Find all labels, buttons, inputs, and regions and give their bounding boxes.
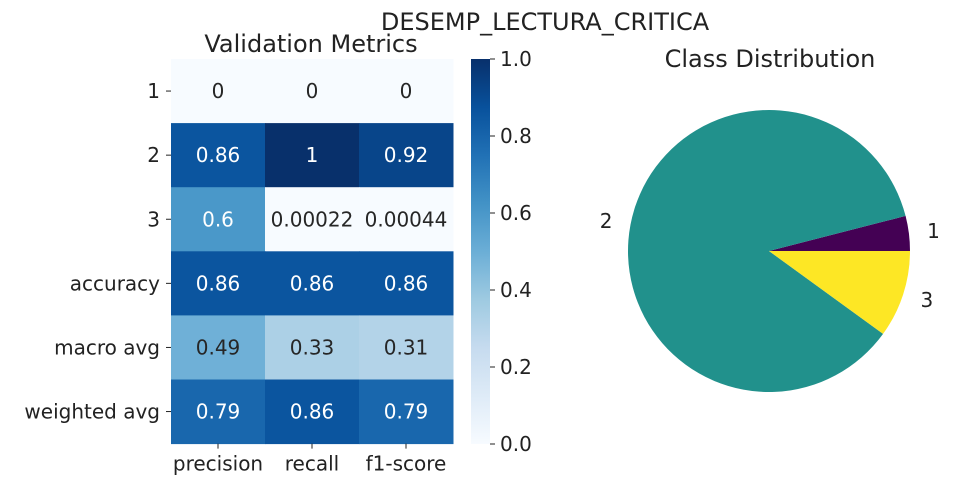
heatmap-cell-label: 0.92: [384, 143, 429, 167]
heatmap-cell-label: 0.86: [384, 271, 429, 295]
heatmap-cell-label: 0: [400, 79, 413, 103]
heatmap-cell-label: 0.6: [202, 207, 234, 231]
y-tick-label: accuracy: [70, 271, 160, 295]
y-tick-label: 1: [147, 79, 160, 103]
heatmap-cell: [265, 123, 360, 188]
heatmap-cell-label: 1: [306, 143, 319, 167]
pie-slice: [769, 215, 910, 251]
heatmap-cell-label: 0.86: [290, 271, 335, 295]
heatmap-cell-label: 0.49: [196, 335, 241, 359]
colorbar-tick-label: 0.4: [500, 278, 532, 302]
pie-title: Class Distribution: [665, 45, 876, 73]
heatmap-cell: [171, 315, 266, 380]
heatmap-cell-label: 0.86: [290, 400, 335, 424]
heatmap-cell: [359, 379, 454, 445]
pie-slice-label: 3: [921, 288, 934, 312]
colorbar-tick-label: 0.8: [500, 124, 532, 148]
colorbar: 0.0 0.2 0.4 0.6 0.8 1.0: [471, 47, 532, 456]
colorbar-gradient: [471, 59, 490, 444]
heatmap-cell-label: 0.31: [384, 335, 429, 359]
pie-chart: Class Distribution 1 2 3: [600, 45, 940, 392]
pie-slice: [628, 109, 906, 392]
y-tick-label: weighted avg: [24, 400, 160, 424]
heatmap-cell: [359, 251, 454, 316]
heatmap-cell: [265, 59, 360, 124]
colorbar-tick-label: 1.0: [500, 47, 532, 71]
x-tick-label: precision: [173, 452, 263, 476]
heatmap-cell: [359, 315, 454, 380]
heatmap-cell: [171, 59, 266, 124]
y-tick-label: 3: [147, 207, 160, 231]
x-tick-label: recall: [285, 452, 339, 476]
heatmap-cell-label: 0.00044: [365, 207, 448, 231]
x-tick-label: f1-score: [366, 452, 447, 476]
heatmap-cell: [171, 187, 266, 252]
heatmap-title: Validation Metrics: [204, 30, 417, 58]
heatmap-cell: [265, 379, 360, 445]
heatmap-cell-label: 0.86: [196, 271, 241, 295]
heatmap-cell: [171, 251, 266, 316]
figure-title: DESEMP_LECTURA_CRITICA: [381, 8, 710, 36]
heatmap-cell-label: 0.86: [196, 143, 241, 167]
heatmap-cell-label: 0: [306, 79, 319, 103]
heatmap-chart: Validation Metrics 0 0 0 0.86 1 0.92 0.6 0.0002…: [24, 30, 454, 476]
y-tick-label: 2: [147, 143, 160, 167]
heatmap-cell-label: 0: [212, 79, 225, 103]
heatmap-cell: [171, 379, 266, 445]
heatmap-cell-label: 0.33: [290, 335, 335, 359]
pie-slice-label: 1: [927, 219, 940, 243]
y-tick-label: macro avg: [54, 335, 160, 359]
colorbar-tick-label: 0.6: [500, 201, 532, 225]
heatmap-cell: [265, 251, 360, 316]
heatmap-cell: [359, 123, 454, 188]
heatmap-cell-label: 0.79: [196, 400, 241, 424]
pie-slice-label: 2: [600, 209, 613, 233]
heatmap-cell: [359, 59, 454, 124]
pie-slice: [769, 251, 910, 334]
heatmap-cell-label: 0.00022: [271, 207, 354, 231]
heatmap-cell: [171, 123, 266, 188]
colorbar-tick-label: 0.2: [500, 355, 532, 379]
heatmap-cell: [359, 187, 454, 252]
heatmap-cell: [265, 315, 360, 380]
colorbar-tick-label: 0.0: [500, 432, 532, 456]
heatmap-cell-label: 0.79: [384, 400, 429, 424]
heatmap-cell: [265, 187, 360, 252]
